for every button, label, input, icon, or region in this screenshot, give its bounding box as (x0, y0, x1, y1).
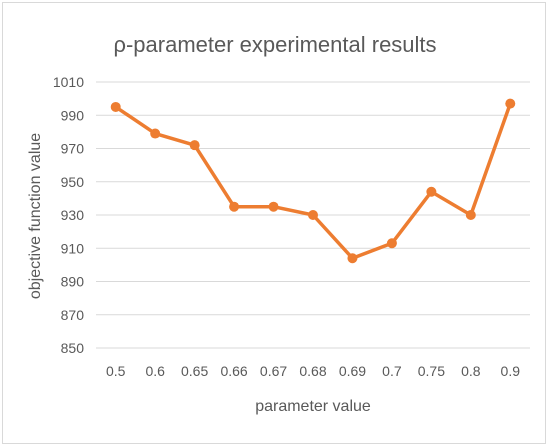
data-point-0.5 (110, 101, 121, 112)
data-point-0.68 (308, 210, 318, 220)
data-point-0.8 (465, 210, 476, 220)
data-point-0.75 (426, 186, 437, 197)
x-tick-label: 0.68 (299, 363, 326, 379)
data-point-0.65 (189, 140, 200, 151)
y-tick-label: 1010 (53, 74, 84, 90)
gridlines (96, 81, 530, 349)
y-tick-label: 950 (61, 174, 85, 190)
y-tick-label: 910 (61, 240, 85, 256)
x-tick-label: 0.66 (220, 363, 247, 379)
y-axis-label: objective function value (27, 133, 44, 299)
x-tick-labels: 0.5 0.6 0.65 0.66 0.67 0.68 0.69 0.7 0.75 0.8 0.9 (106, 363, 520, 379)
y-tick-label: 930 (61, 207, 85, 223)
data-point-0.66 (229, 201, 240, 212)
x-tick-label: 0.67 (260, 363, 287, 379)
chart-frame (2, 2, 546, 444)
series-markers (110, 98, 516, 264)
data-point-0.7 (386, 238, 397, 249)
y-tick-label: 870 (61, 307, 85, 323)
x-tick-label: 0.69 (339, 363, 366, 379)
y-tick-label: 990 (61, 107, 85, 123)
x-axis-label: parameter value (255, 398, 371, 415)
y-tick-label: 890 (61, 274, 85, 290)
data-point-0.67 (268, 201, 279, 212)
y-tick-label: 970 (61, 141, 85, 157)
x-tick-label: 0.75 (418, 363, 445, 379)
chart-title: ρ-parameter experimental results (113, 32, 436, 57)
x-tick-label: 0.9 (501, 363, 521, 379)
x-tick-label: 0.6 (145, 363, 165, 379)
data-point-0.9 (505, 98, 516, 109)
x-tick-label: 0.65 (181, 363, 208, 379)
data-point-0.69 (347, 253, 358, 264)
y-tick-labels: 850 870 890 910 930 950 970 990 1010 (53, 74, 84, 356)
series-line (113, 101, 513, 260)
y-tick-label: 850 (61, 340, 85, 356)
x-tick-label: 0.8 (461, 363, 481, 379)
x-tick-label: 0.7 (382, 363, 402, 379)
x-tick-label: 0.5 (106, 363, 126, 379)
data-point-0.6 (150, 128, 161, 139)
